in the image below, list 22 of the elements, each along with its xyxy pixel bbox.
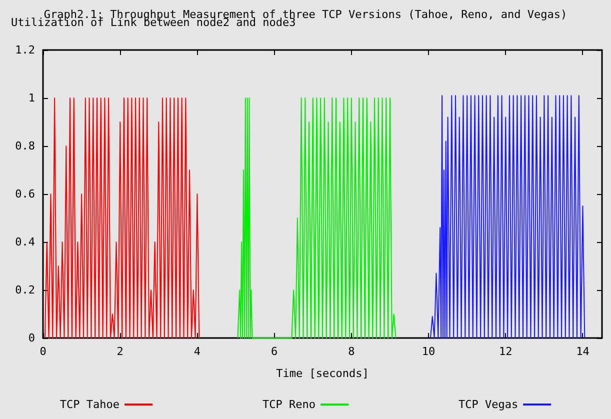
legend-label: TCP Tahoe: [60, 398, 120, 411]
legend-label: TCP Reno: [262, 398, 316, 411]
x-tick-label: 0: [40, 345, 46, 358]
x-tick-label: 14: [576, 345, 590, 358]
y-tick-label: 0.4: [15, 236, 36, 248]
x-tick-label: 12: [498, 345, 512, 358]
y-tick-label: 0: [28, 332, 35, 344]
y-tick-label: 0.2: [15, 284, 35, 296]
y-tick-label: 0.6: [15, 188, 35, 200]
x-tick-label: 2: [116, 345, 124, 358]
line-series: [44, 98, 200, 338]
x-tick-label: 4: [194, 345, 201, 358]
y-tick-label: 0.8: [15, 140, 35, 152]
legend-label: TCP Vegas: [458, 398, 518, 411]
x-tick-label: 8: [348, 345, 355, 358]
x-axis-title: Time [seconds]: [276, 367, 369, 380]
line-series: [237, 98, 396, 338]
line-series: [430, 95, 586, 338]
x-tick-label: 6: [271, 345, 278, 358]
y-tick-label: 1: [28, 92, 35, 104]
y-tick-label: 1.2: [15, 44, 35, 56]
x-tick-label: 10: [422, 345, 436, 358]
